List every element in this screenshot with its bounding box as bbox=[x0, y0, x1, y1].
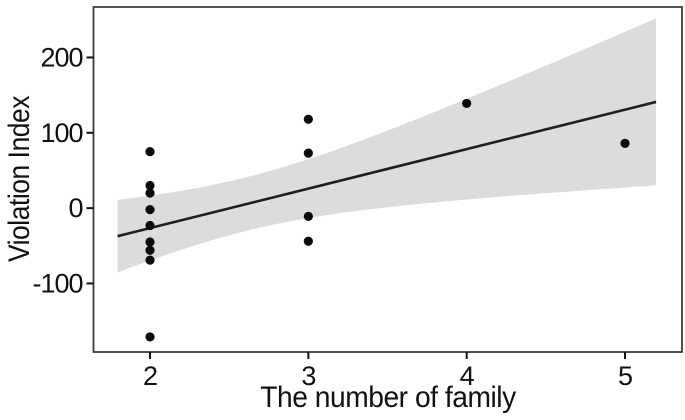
data-point bbox=[145, 188, 155, 198]
x-tick-label: 2 bbox=[143, 361, 157, 391]
y-axis-title: Violation Index bbox=[3, 95, 36, 263]
data-point bbox=[145, 205, 155, 215]
confidence-band bbox=[117, 18, 657, 273]
data-point bbox=[145, 147, 155, 157]
y-tick-label: -100 bbox=[32, 268, 82, 298]
data-point bbox=[145, 180, 155, 191]
y-tick-label: 100 bbox=[40, 118, 82, 148]
x-tick-label: 4 bbox=[460, 361, 475, 391]
data-point bbox=[145, 237, 155, 247]
data-point bbox=[145, 245, 155, 255]
data-point bbox=[462, 98, 472, 109]
plot-panel-border bbox=[92, 6, 683, 353]
data-point bbox=[303, 211, 313, 222]
data-point bbox=[303, 236, 313, 246]
data-point bbox=[303, 114, 313, 124]
y-tick-label: 0 bbox=[68, 193, 82, 223]
x-tick-label: 3 bbox=[301, 361, 315, 391]
x-tick-label: 5 bbox=[618, 361, 632, 391]
data-point bbox=[303, 148, 313, 158]
y-tick-label: 200 bbox=[40, 42, 82, 72]
data-point bbox=[620, 138, 630, 148]
data-point bbox=[145, 220, 155, 231]
data-point bbox=[145, 255, 155, 265]
x-axis-title: The number of family bbox=[260, 381, 516, 414]
regression-line bbox=[117, 100, 657, 238]
data-point bbox=[145, 332, 155, 342]
